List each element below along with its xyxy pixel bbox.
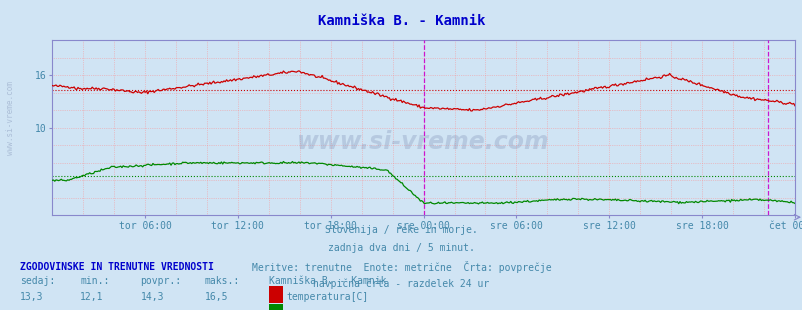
Text: Kamniška B. - Kamnik: Kamniška B. - Kamnik [269, 276, 386, 286]
Text: 13,3: 13,3 [20, 292, 43, 302]
Text: 12,1: 12,1 [80, 292, 103, 302]
Text: min.:: min.: [80, 276, 110, 286]
Text: 16,5: 16,5 [205, 292, 228, 302]
Text: Slovenija / reke in morje.: Slovenija / reke in morje. [325, 225, 477, 235]
Text: www.si-vreme.com: www.si-vreme.com [6, 81, 15, 155]
Text: zadnja dva dni / 5 minut.: zadnja dva dni / 5 minut. [328, 243, 474, 253]
Text: 14,3: 14,3 [140, 292, 164, 302]
Text: maks.:: maks.: [205, 276, 240, 286]
Text: Kamniška B. - Kamnik: Kamniška B. - Kamnik [318, 14, 484, 28]
Text: navpična črta - razdelek 24 ur: navpična črta - razdelek 24 ur [313, 279, 489, 289]
Text: ZGODOVINSKE IN TRENUTNE VREDNOSTI: ZGODOVINSKE IN TRENUTNE VREDNOSTI [20, 262, 213, 272]
Text: www.si-vreme.com: www.si-vreme.com [297, 130, 549, 154]
Text: Meritve: trenutne  Enote: metrične  Črta: povprečje: Meritve: trenutne Enote: metrične Črta: … [251, 261, 551, 273]
Text: sedaj:: sedaj: [20, 276, 55, 286]
Text: temperatura[C]: temperatura[C] [286, 292, 368, 302]
Text: povpr.:: povpr.: [140, 276, 181, 286]
